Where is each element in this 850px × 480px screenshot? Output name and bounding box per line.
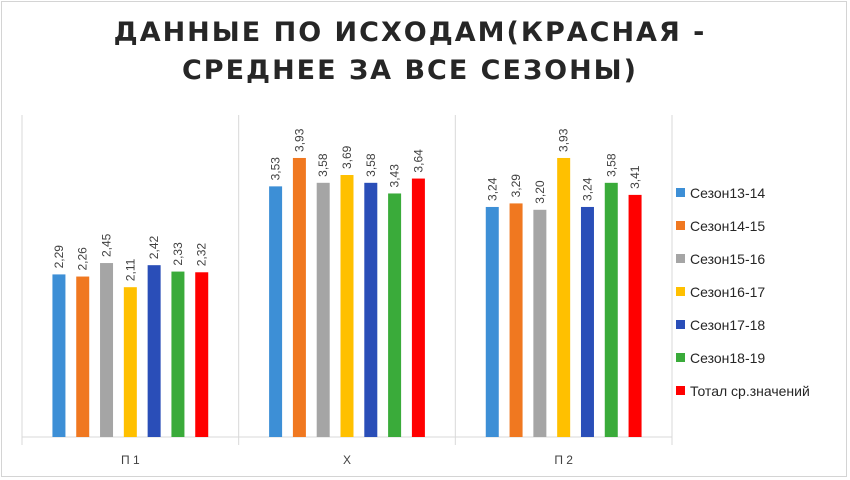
data-label: 3,29 [509, 174, 523, 198]
data-label: 3,58 [604, 153, 618, 177]
bar [580, 206, 594, 437]
legend-swatch [676, 221, 685, 230]
data-label: 3,20 [533, 180, 547, 204]
bar [340, 175, 354, 437]
bar [509, 203, 523, 437]
data-label: 2,33 [171, 242, 185, 266]
legend-label: Тотал ср.значений [690, 382, 810, 399]
legend-label: Сезон15-16 [690, 250, 766, 267]
legend-label: Сезон17-18 [690, 316, 766, 333]
data-label: 2,42 [147, 235, 161, 259]
bar [52, 274, 66, 437]
data-label: 3,69 [340, 145, 354, 169]
data-label: 3,53 [269, 157, 283, 181]
x-tick-label: Х [343, 453, 351, 467]
legend-item: Сезон16-17 [676, 275, 846, 308]
data-label: 3,41 [628, 165, 642, 189]
bar [76, 276, 90, 437]
bar [485, 206, 499, 437]
x-tick-label: П 1 [121, 453, 140, 467]
data-label: 2,45 [100, 233, 114, 257]
legend-item: Сезон15-16 [676, 242, 846, 275]
bar [292, 157, 306, 437]
data-label: 3,24 [580, 177, 594, 201]
data-label: 3,93 [292, 128, 306, 152]
chart-legend: Сезон13-14 Сезон14-15 Сезон15-16 Сезон16-17… [676, 176, 846, 407]
legend-item: Сезон13-14 [676, 176, 846, 209]
bar [171, 271, 185, 437]
data-label: 2,26 [76, 247, 90, 271]
data-label: 2,32 [195, 243, 209, 267]
legend-swatch [676, 254, 685, 263]
x-tick-label: П 2 [554, 453, 573, 467]
bar [628, 194, 642, 437]
bar [411, 178, 425, 437]
legend-label: Сезон16-17 [690, 283, 766, 300]
chart-title: ДАННЫЕ ПО ИСХОДАМ(КРАСНАЯ - СРЕДНЕЕ ЗА В… [113, 17, 707, 86]
legend-label: Сезон13-14 [690, 184, 766, 201]
legend-item: Сезон17-18 [676, 308, 846, 341]
legend-swatch [676, 320, 685, 329]
legend-swatch [676, 287, 685, 296]
data-label: 3,58 [364, 153, 378, 177]
data-label: 3,93 [557, 128, 571, 152]
legend-label: Сезон18-19 [690, 349, 766, 366]
data-label: 3,58 [316, 153, 330, 177]
data-label: 2,29 [52, 245, 66, 269]
bar [388, 193, 402, 437]
data-label: 2,11 [123, 258, 137, 281]
bar [557, 157, 571, 437]
legend-label: Сезон14-15 [690, 217, 766, 234]
legend-item: Сезон14-15 [676, 209, 846, 242]
bar [533, 209, 547, 437]
bar [195, 272, 209, 437]
bar [604, 182, 618, 437]
data-label: 3,43 [388, 164, 402, 188]
bar [100, 263, 114, 437]
legend-swatch [676, 188, 685, 197]
legend-swatch [676, 353, 685, 362]
legend-swatch [676, 386, 685, 395]
bar [123, 287, 137, 437]
data-label: 3,64 [411, 149, 425, 173]
legend-item: Тотал ср.значений [676, 374, 846, 407]
bar [269, 186, 283, 437]
data-label: 3,24 [485, 177, 499, 201]
bar [147, 265, 161, 437]
bar [364, 182, 378, 437]
legend-item: Сезон18-19 [676, 341, 846, 374]
bar [316, 182, 330, 437]
